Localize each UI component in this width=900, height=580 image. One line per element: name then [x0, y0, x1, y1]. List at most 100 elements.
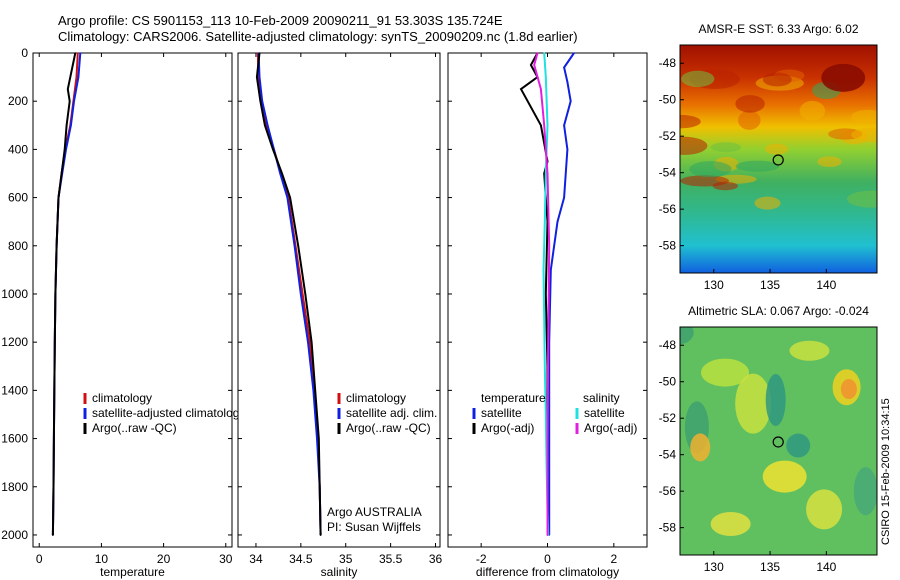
sst-patch [762, 72, 792, 87]
data-point [281, 172, 283, 175]
y-tick-label: -52 [659, 129, 677, 143]
data-point [293, 244, 296, 247]
legend-entry: satellite adj. clim. [346, 406, 437, 420]
data-point [563, 124, 565, 127]
data-point [548, 485, 550, 488]
sst-patch [851, 109, 877, 124]
annotation-line: Argo AUSTRALIA [327, 505, 422, 519]
legend-entry: Argo(..raw -QC) [92, 421, 177, 435]
data-point [563, 66, 565, 69]
x-tick-label: 36 [429, 552, 443, 566]
plot-frame [237, 52, 441, 548]
profile-panel-1: 34 34.5 35 35.5 36 salinity climatologysatelli… [237, 52, 443, 579]
data-point [73, 100, 75, 102]
plot-frame [32, 52, 233, 548]
data-point [264, 124, 266, 127]
x-axis-label: salinity [321, 565, 358, 579]
sla-patch [701, 358, 750, 387]
map-panel-1: Altimetric SLA: 0.067 Argo: -0.024 130 135… [659, 304, 878, 574]
data-point [256, 76, 258, 78]
legend-entry: Argo(..raw -QC) [346, 421, 431, 435]
data-point [556, 220, 559, 223]
data-point [75, 76, 78, 78]
data-point [536, 52, 539, 54]
y-tick-label: -58 [659, 239, 677, 253]
data-point [545, 76, 547, 78]
data-point [545, 293, 547, 295]
data-point [266, 124, 269, 127]
data-point [546, 437, 549, 440]
sst-patch [712, 181, 738, 191]
data-point [65, 124, 68, 127]
data-point [259, 100, 262, 102]
sla-patch [765, 373, 786, 426]
sla-patch [762, 460, 807, 493]
figure-title-line1: Argo profile: CS 5901153_113 10-Feb-2009… [58, 13, 503, 28]
data-point [307, 341, 309, 343]
sst-patch [817, 156, 842, 168]
data-point [546, 124, 549, 127]
sst-patch [680, 114, 701, 129]
x-tick-label: 135 [760, 560, 780, 574]
x-tick-label: 30 [219, 552, 233, 566]
profile-panel-0: 0 200 400 600 800 1000 1200 1400 1600 1800 2000 0 10… [1, 46, 245, 579]
sst-patch [821, 63, 866, 92]
y-tick-label: 800 [8, 239, 28, 253]
x-tick-label: 34.5 [289, 552, 313, 566]
sla-field [680, 327, 877, 555]
legend-entry: Argo(-adj) [481, 421, 534, 435]
data-point [79, 52, 82, 54]
y-tick-label: 1000 [1, 287, 28, 301]
data-point [297, 244, 299, 247]
sla-patch [710, 511, 751, 536]
sst-patch [847, 190, 877, 208]
data-point [543, 172, 545, 175]
series-line [255, 52, 322, 536]
y-tick-label: -52 [659, 411, 677, 425]
data-point [545, 413, 547, 416]
sla-patch [840, 379, 857, 400]
data-point [573, 52, 575, 54]
data-point [318, 437, 320, 440]
x-tick-label: 140 [816, 278, 836, 292]
data-point [258, 52, 261, 54]
y-tick-label: 1200 [1, 335, 28, 349]
sla-patch [680, 327, 694, 345]
x-tick-label: 130 [704, 560, 724, 574]
data-point [279, 172, 281, 175]
x-tick-label: 20 [157, 552, 171, 566]
data-point [548, 437, 550, 440]
data-point [67, 88, 69, 90]
map-field [680, 327, 877, 555]
x-tick-label: 2 [610, 552, 617, 566]
data-point [548, 244, 550, 247]
data-point [301, 293, 304, 295]
data-point [60, 172, 63, 175]
data-point [304, 293, 307, 295]
data-point [300, 293, 302, 295]
data-point [540, 88, 542, 90]
sst-patch [710, 142, 742, 153]
x-tick-label: 135 [760, 278, 780, 292]
data-point [543, 317, 545, 319]
x-tick-label: 35.5 [379, 552, 403, 566]
legend-entry: satellite [481, 406, 522, 420]
data-point [533, 64, 536, 66]
y-tick-label: 1800 [1, 480, 28, 494]
series-line [257, 52, 322, 536]
data-point [261, 100, 264, 102]
data-point [76, 52, 79, 54]
y-tick-label: 400 [8, 142, 28, 156]
figure-title-line2: Climatology: CARS2006. Satellite-adjuste… [58, 29, 578, 44]
sst-patch [689, 161, 732, 178]
legend-entry: satellite-adjusted climatology [92, 406, 245, 420]
data-point [258, 76, 261, 78]
map-title: Altimetric SLA: 0.067 Argo: -0.024 [688, 304, 869, 318]
y-tick-label: -48 [659, 338, 677, 352]
data-point [544, 365, 546, 368]
y-tick-label: -50 [659, 375, 677, 389]
x-tick-label: 34 [249, 552, 263, 566]
y-tick-label: -56 [659, 484, 677, 498]
data-point [70, 124, 72, 127]
